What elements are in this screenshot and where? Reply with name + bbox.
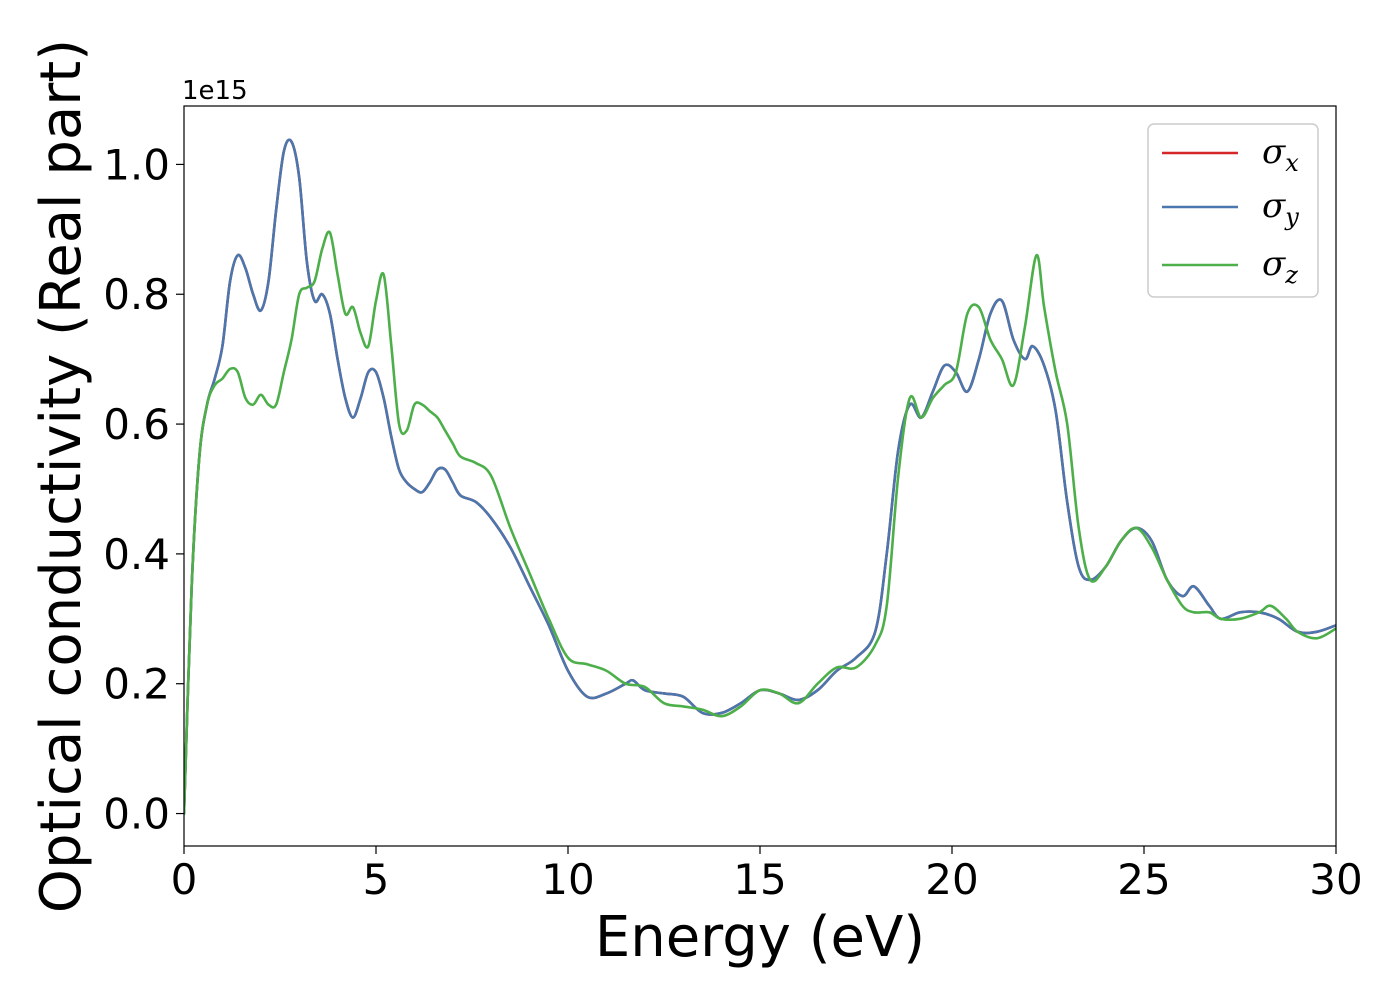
y-tick-label: 0.4 xyxy=(103,530,170,579)
y-tick-label: 0.2 xyxy=(103,660,170,709)
legend-label-sigma-y: σy xyxy=(1262,186,1299,231)
legend: σx σy σz xyxy=(1147,123,1319,298)
legend-box xyxy=(1147,123,1319,298)
legend-label-sigma-x: σx xyxy=(1262,132,1299,177)
y-axis-label: Optical conductivity (Real part) xyxy=(29,39,94,913)
x-tick-label: 15 xyxy=(733,855,786,904)
x-tick-label: 25 xyxy=(1117,855,1170,904)
x-tick-label: 0 xyxy=(171,855,198,904)
x-tick-label: 20 xyxy=(925,855,978,904)
y-tick-label: 0.0 xyxy=(103,790,170,839)
y-tick-label: 0.8 xyxy=(103,270,170,319)
plot-area xyxy=(184,106,1336,846)
y-tick-label: 1.0 xyxy=(103,140,170,189)
x-tick-label: 30 xyxy=(1309,855,1362,904)
x-tick-label: 5 xyxy=(363,855,390,904)
legend-label-sigma-z: σz xyxy=(1262,244,1298,289)
series-line-sigma-y xyxy=(184,138,1336,815)
y-offset-label: 1e15 xyxy=(182,76,248,106)
x-axis-label: Energy (eV) xyxy=(595,905,925,970)
x-tick-label: 10 xyxy=(541,855,594,904)
series-line-sigma-z xyxy=(184,230,1336,815)
y-tick-label: 0.6 xyxy=(103,400,170,449)
